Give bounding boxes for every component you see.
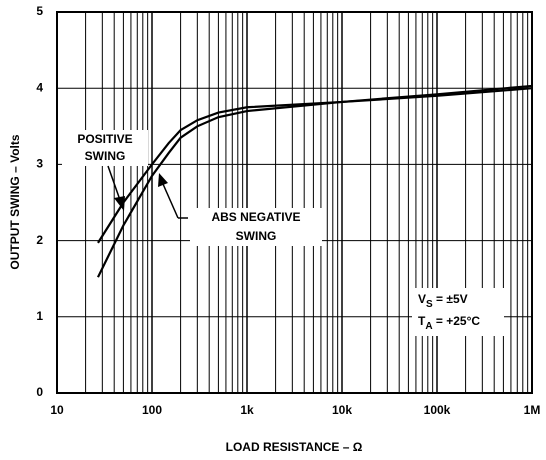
y-tick-label: 5 — [36, 4, 43, 18]
lines — [96, 84, 533, 278]
y-tick-label: 0 — [36, 385, 43, 399]
label-bg — [412, 288, 504, 336]
annotation: POSITIVE — [77, 132, 132, 146]
x-tick-label: 100 — [142, 403, 162, 417]
x-tick-label: 1k — [240, 403, 254, 417]
arrowhead — [158, 173, 168, 187]
condition: VS = ±5V — [418, 292, 468, 309]
x-tick-label: 100k — [424, 403, 451, 417]
arrow — [162, 183, 179, 219]
label-bg — [190, 208, 322, 246]
x-tick-label: 10k — [332, 403, 352, 417]
x-tick-label: 1M — [524, 403, 541, 417]
y-tick-label: 1 — [36, 309, 43, 323]
arrowhead — [114, 196, 125, 211]
y-tick-label: 3 — [36, 157, 43, 171]
y-axis-label: OUTPUT SWING – Volts — [8, 134, 22, 269]
annotation: SWING — [236, 229, 277, 243]
x-axis-label: LOAD RESISTANCE – Ω — [226, 440, 363, 454]
x-tick-label: 10 — [50, 403, 64, 417]
arrow — [107, 165, 121, 201]
y-tick-label: 4 — [36, 80, 43, 94]
plot-frame — [56, 11, 533, 394]
y-tick-label: 2 — [36, 233, 43, 247]
annotation: SWING — [85, 149, 126, 163]
line — [96, 87, 533, 278]
condition: TA = +25°C — [418, 314, 480, 331]
annotation: ABS NEGATIVE — [211, 210, 300, 224]
label-bg — [62, 130, 148, 166]
